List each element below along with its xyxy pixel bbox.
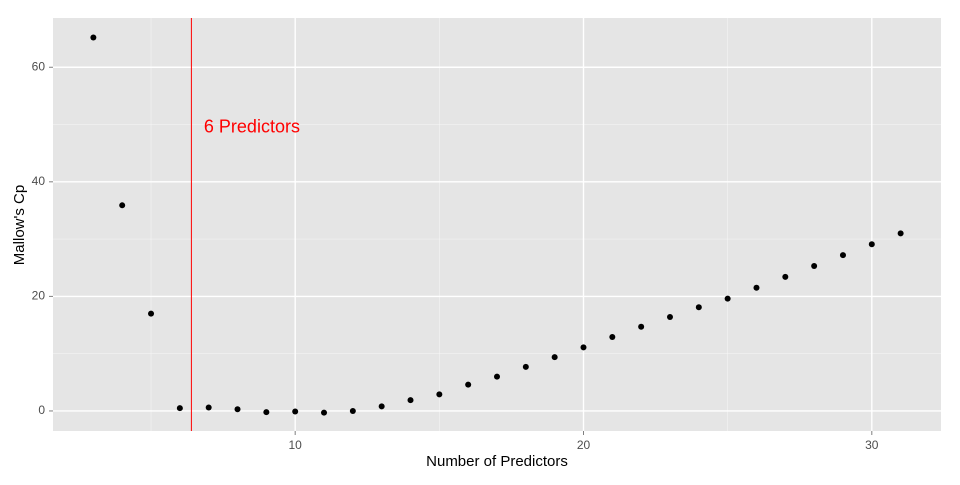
data-point [465,381,472,388]
annotation-label: 6 Predictors [204,117,300,137]
data-point [119,202,126,209]
data-point [148,310,155,317]
data-point [522,363,529,370]
plot-panel [53,18,941,431]
x-axis-title: Number of Predictors [426,453,568,470]
y-axis-title: Mallow's Cp [11,185,28,265]
data-point [292,408,299,415]
data-point [868,241,875,248]
x-tick-label: 10 [289,438,303,452]
data-point [580,344,587,351]
data-point [839,252,846,259]
data-point [378,403,385,410]
major-grid [53,18,941,431]
data-point [609,334,616,341]
data-point [349,407,356,414]
minor-grid [53,18,941,431]
ticks-layer: 10 20 30 0 20 40 60 [32,59,879,452]
data-point [407,397,414,404]
data-point [90,34,97,41]
data-point [897,230,904,237]
data-point [666,314,673,321]
data-point [205,404,212,411]
data-point [494,373,500,380]
points-layer [90,34,904,416]
x-tick-label: 30 [865,438,879,452]
y-tick-label: 60 [32,59,46,73]
data-point [695,304,702,311]
data-point [753,284,760,291]
data-point [551,354,558,361]
data-point [321,409,328,416]
y-tick-label: 20 [32,289,46,303]
y-tick-label: 40 [32,174,46,188]
data-point [724,295,731,302]
data-point [638,323,645,330]
data-point [811,263,818,270]
data-point [782,273,789,280]
y-tick-label: 0 [38,403,45,417]
x-tick-label: 20 [577,438,591,452]
data-point [234,406,241,413]
data-point [176,405,183,412]
data-point [263,409,270,416]
data-point [436,391,443,398]
